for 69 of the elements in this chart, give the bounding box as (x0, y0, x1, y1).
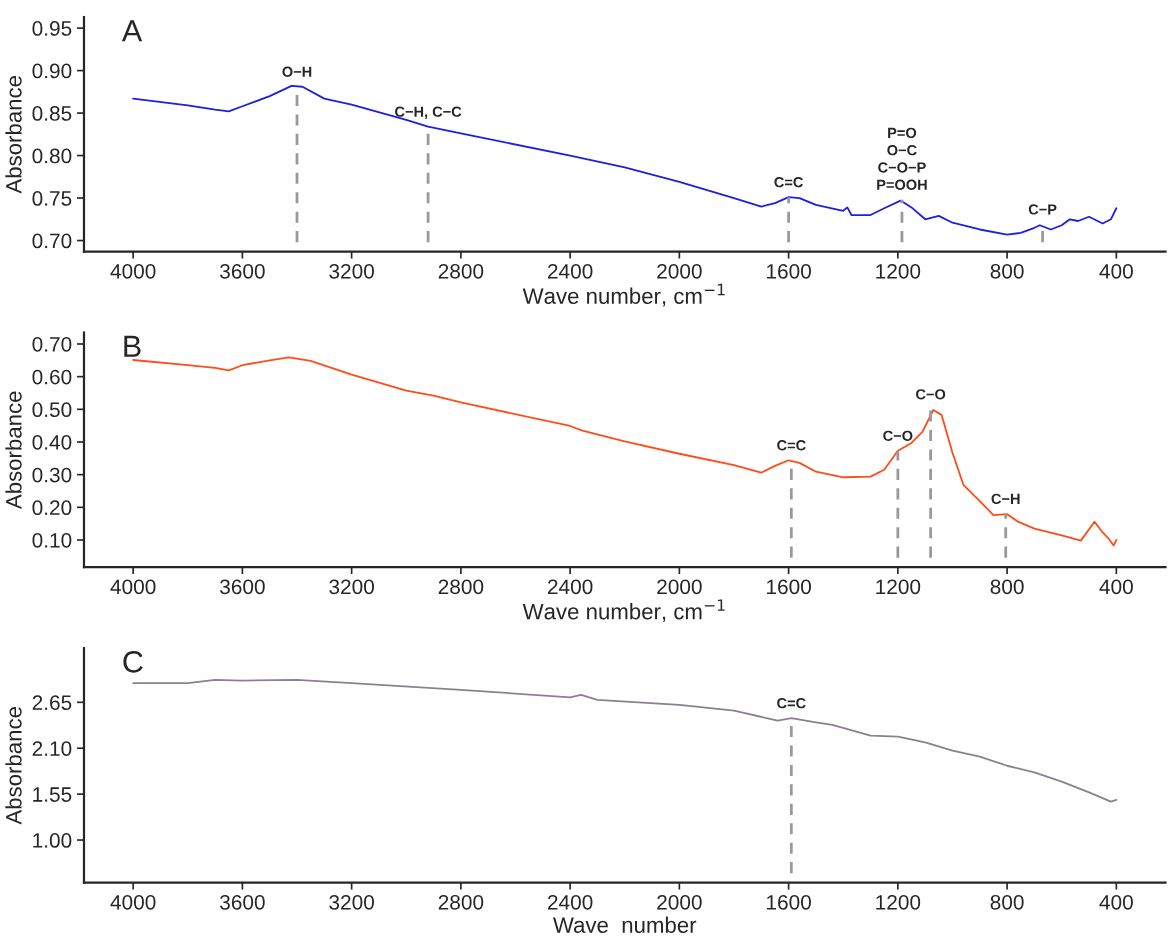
x-axis-title: Wave number, cm$^{−1}$ (522, 283, 725, 307)
y-tick-label: 0.90 (32, 63, 72, 79)
x-tick-label: 3600 (220, 579, 265, 595)
x-tick-label: 4000 (110, 894, 156, 910)
chart-title: B (124, 335, 141, 357)
x-tick-label: 1600 (767, 579, 811, 595)
x-axis-title: Wave number (553, 916, 697, 933)
annotation: C=C (777, 698, 806, 709)
y-axis-title: Absorbance (5, 391, 22, 510)
x-tick-label: 1200 (876, 894, 921, 910)
x-tick-label: 3200 (329, 579, 374, 595)
annotation: C−O (883, 430, 913, 441)
y-axis-title: Absorbance (5, 76, 22, 194)
chart-title: A (121, 20, 143, 42)
y-tick-label: 2.10 (32, 741, 72, 756)
x-tick-label: 2400 (548, 263, 593, 279)
line-series (132, 84, 1118, 236)
y-tick-label: 0.40 (32, 434, 72, 450)
x-tick-label: 4000 (110, 263, 156, 279)
x-tick-label: 2800 (438, 263, 484, 279)
y-tick-label: 0.60 (32, 369, 72, 385)
annotation: C−H (991, 493, 1020, 505)
y-axis-title: Absorbance (5, 707, 22, 825)
x-tick-label: 1200 (876, 263, 921, 279)
y-tick-label: 0.80 (32, 148, 72, 164)
x-tick-label: 800 (990, 263, 1024, 279)
x-tick-label: 3600 (220, 263, 265, 279)
x-tick-label: 400 (1099, 263, 1133, 279)
y-tick-label: 1.55 (33, 787, 72, 802)
y-tick-label: 0.20 (32, 500, 72, 516)
annotation: P=O O−C C−O−P P=OOH (877, 127, 927, 190)
y-tick-label: 0.70 (32, 336, 72, 352)
x-tick-label: 2400 (548, 894, 593, 910)
y-tick-label: 0.75 (32, 191, 72, 206)
x-tick-label: 2400 (548, 579, 593, 595)
x-tick-label: 800 (990, 579, 1024, 595)
x-tick-label: 3600 (220, 894, 265, 910)
line-series (132, 356, 1118, 547)
x-tick-label: 800 (990, 894, 1024, 910)
x-tick-label: 3200 (329, 263, 374, 279)
x-tick-label: 2800 (438, 579, 484, 595)
x-tick-label: 1600 (767, 263, 811, 279)
annotation: C=C (777, 440, 806, 451)
x-tick-label: 2800 (438, 894, 484, 910)
x-tick-label: 400 (1099, 579, 1133, 595)
y-tick-label: 0.70 (32, 233, 72, 249)
x-tick-label: 2000 (657, 579, 702, 595)
annotation: C−P (1028, 204, 1057, 215)
y-tick-label: 2.65 (32, 695, 72, 711)
chart-title: C (123, 651, 143, 673)
line-series (132, 678, 1118, 803)
annotation: C−O (916, 389, 946, 400)
annotation: C−H, C−C (395, 106, 462, 119)
y-tick-label: 0.95 (32, 21, 72, 36)
y-tick-label: 0.50 (32, 402, 72, 418)
y-tick-label: 0.85 (32, 106, 72, 121)
annotation: C=C (774, 177, 803, 188)
x-axis-title: Wave number, cm$^{−1}$ (522, 599, 725, 623)
x-tick-label: 3200 (329, 894, 374, 910)
y-tick-label: 1.00 (33, 833, 72, 848)
y-tick-label: 0.30 (32, 467, 72, 483)
x-tick-label: 2000 (657, 894, 702, 910)
annotation: O−H (282, 66, 312, 77)
x-tick-label: 1200 (876, 579, 921, 595)
y-tick-label: 0.10 (32, 532, 72, 548)
x-tick-label: 4000 (110, 579, 156, 595)
x-tick-label: 2000 (657, 263, 702, 279)
x-tick-label: 400 (1099, 894, 1133, 910)
x-tick-label: 1600 (767, 894, 811, 910)
